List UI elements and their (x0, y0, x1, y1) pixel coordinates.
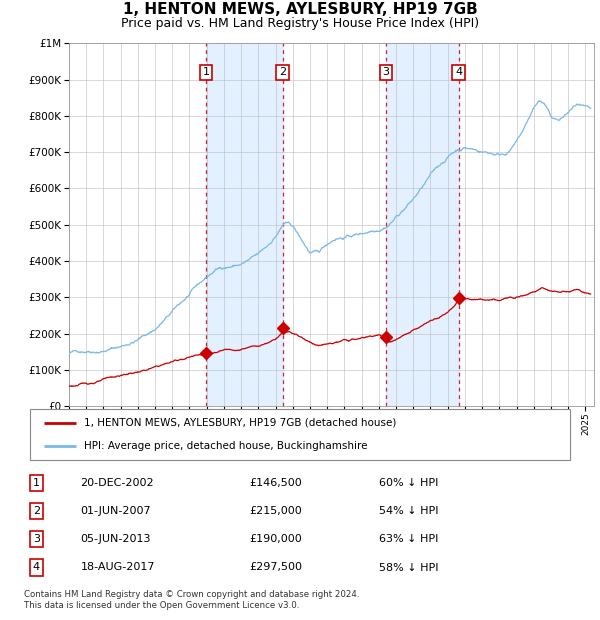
Text: 4: 4 (33, 562, 40, 572)
FancyBboxPatch shape (30, 409, 570, 460)
Text: 3: 3 (33, 534, 40, 544)
Text: £190,000: £190,000 (250, 534, 302, 544)
Text: £146,500: £146,500 (250, 478, 302, 488)
Text: £215,000: £215,000 (250, 506, 302, 516)
Text: This data is licensed under the Open Government Licence v3.0.: This data is licensed under the Open Gov… (24, 601, 299, 611)
Text: 05-JUN-2013: 05-JUN-2013 (80, 534, 151, 544)
Text: 58% ↓ HPI: 58% ↓ HPI (379, 562, 439, 572)
Bar (386, 43, 458, 406)
Text: 20-DEC-2002: 20-DEC-2002 (80, 478, 154, 488)
Text: 1: 1 (203, 68, 209, 78)
Text: 1, HENTON MEWS, AYLESBURY, HP19 7GB: 1, HENTON MEWS, AYLESBURY, HP19 7GB (122, 2, 478, 17)
Text: 1, HENTON MEWS, AYLESBURY, HP19 7GB (detached house): 1, HENTON MEWS, AYLESBURY, HP19 7GB (det… (84, 418, 397, 428)
Text: £297,500: £297,500 (250, 562, 302, 572)
Bar (206, 43, 283, 406)
Text: 63% ↓ HPI: 63% ↓ HPI (379, 534, 439, 544)
Text: 2: 2 (279, 68, 286, 78)
Text: 60% ↓ HPI: 60% ↓ HPI (379, 478, 439, 488)
Text: 4: 4 (455, 68, 462, 78)
Text: 18-AUG-2017: 18-AUG-2017 (80, 562, 155, 572)
Text: 2: 2 (33, 506, 40, 516)
Text: Contains HM Land Registry data © Crown copyright and database right 2024.: Contains HM Land Registry data © Crown c… (24, 590, 359, 600)
Text: 54% ↓ HPI: 54% ↓ HPI (379, 506, 439, 516)
Text: Price paid vs. HM Land Registry's House Price Index (HPI): Price paid vs. HM Land Registry's House … (121, 17, 479, 30)
Text: 01-JUN-2007: 01-JUN-2007 (80, 506, 151, 516)
Text: HPI: Average price, detached house, Buckinghamshire: HPI: Average price, detached house, Buck… (84, 441, 367, 451)
Text: 1: 1 (33, 478, 40, 488)
Text: 3: 3 (383, 68, 389, 78)
